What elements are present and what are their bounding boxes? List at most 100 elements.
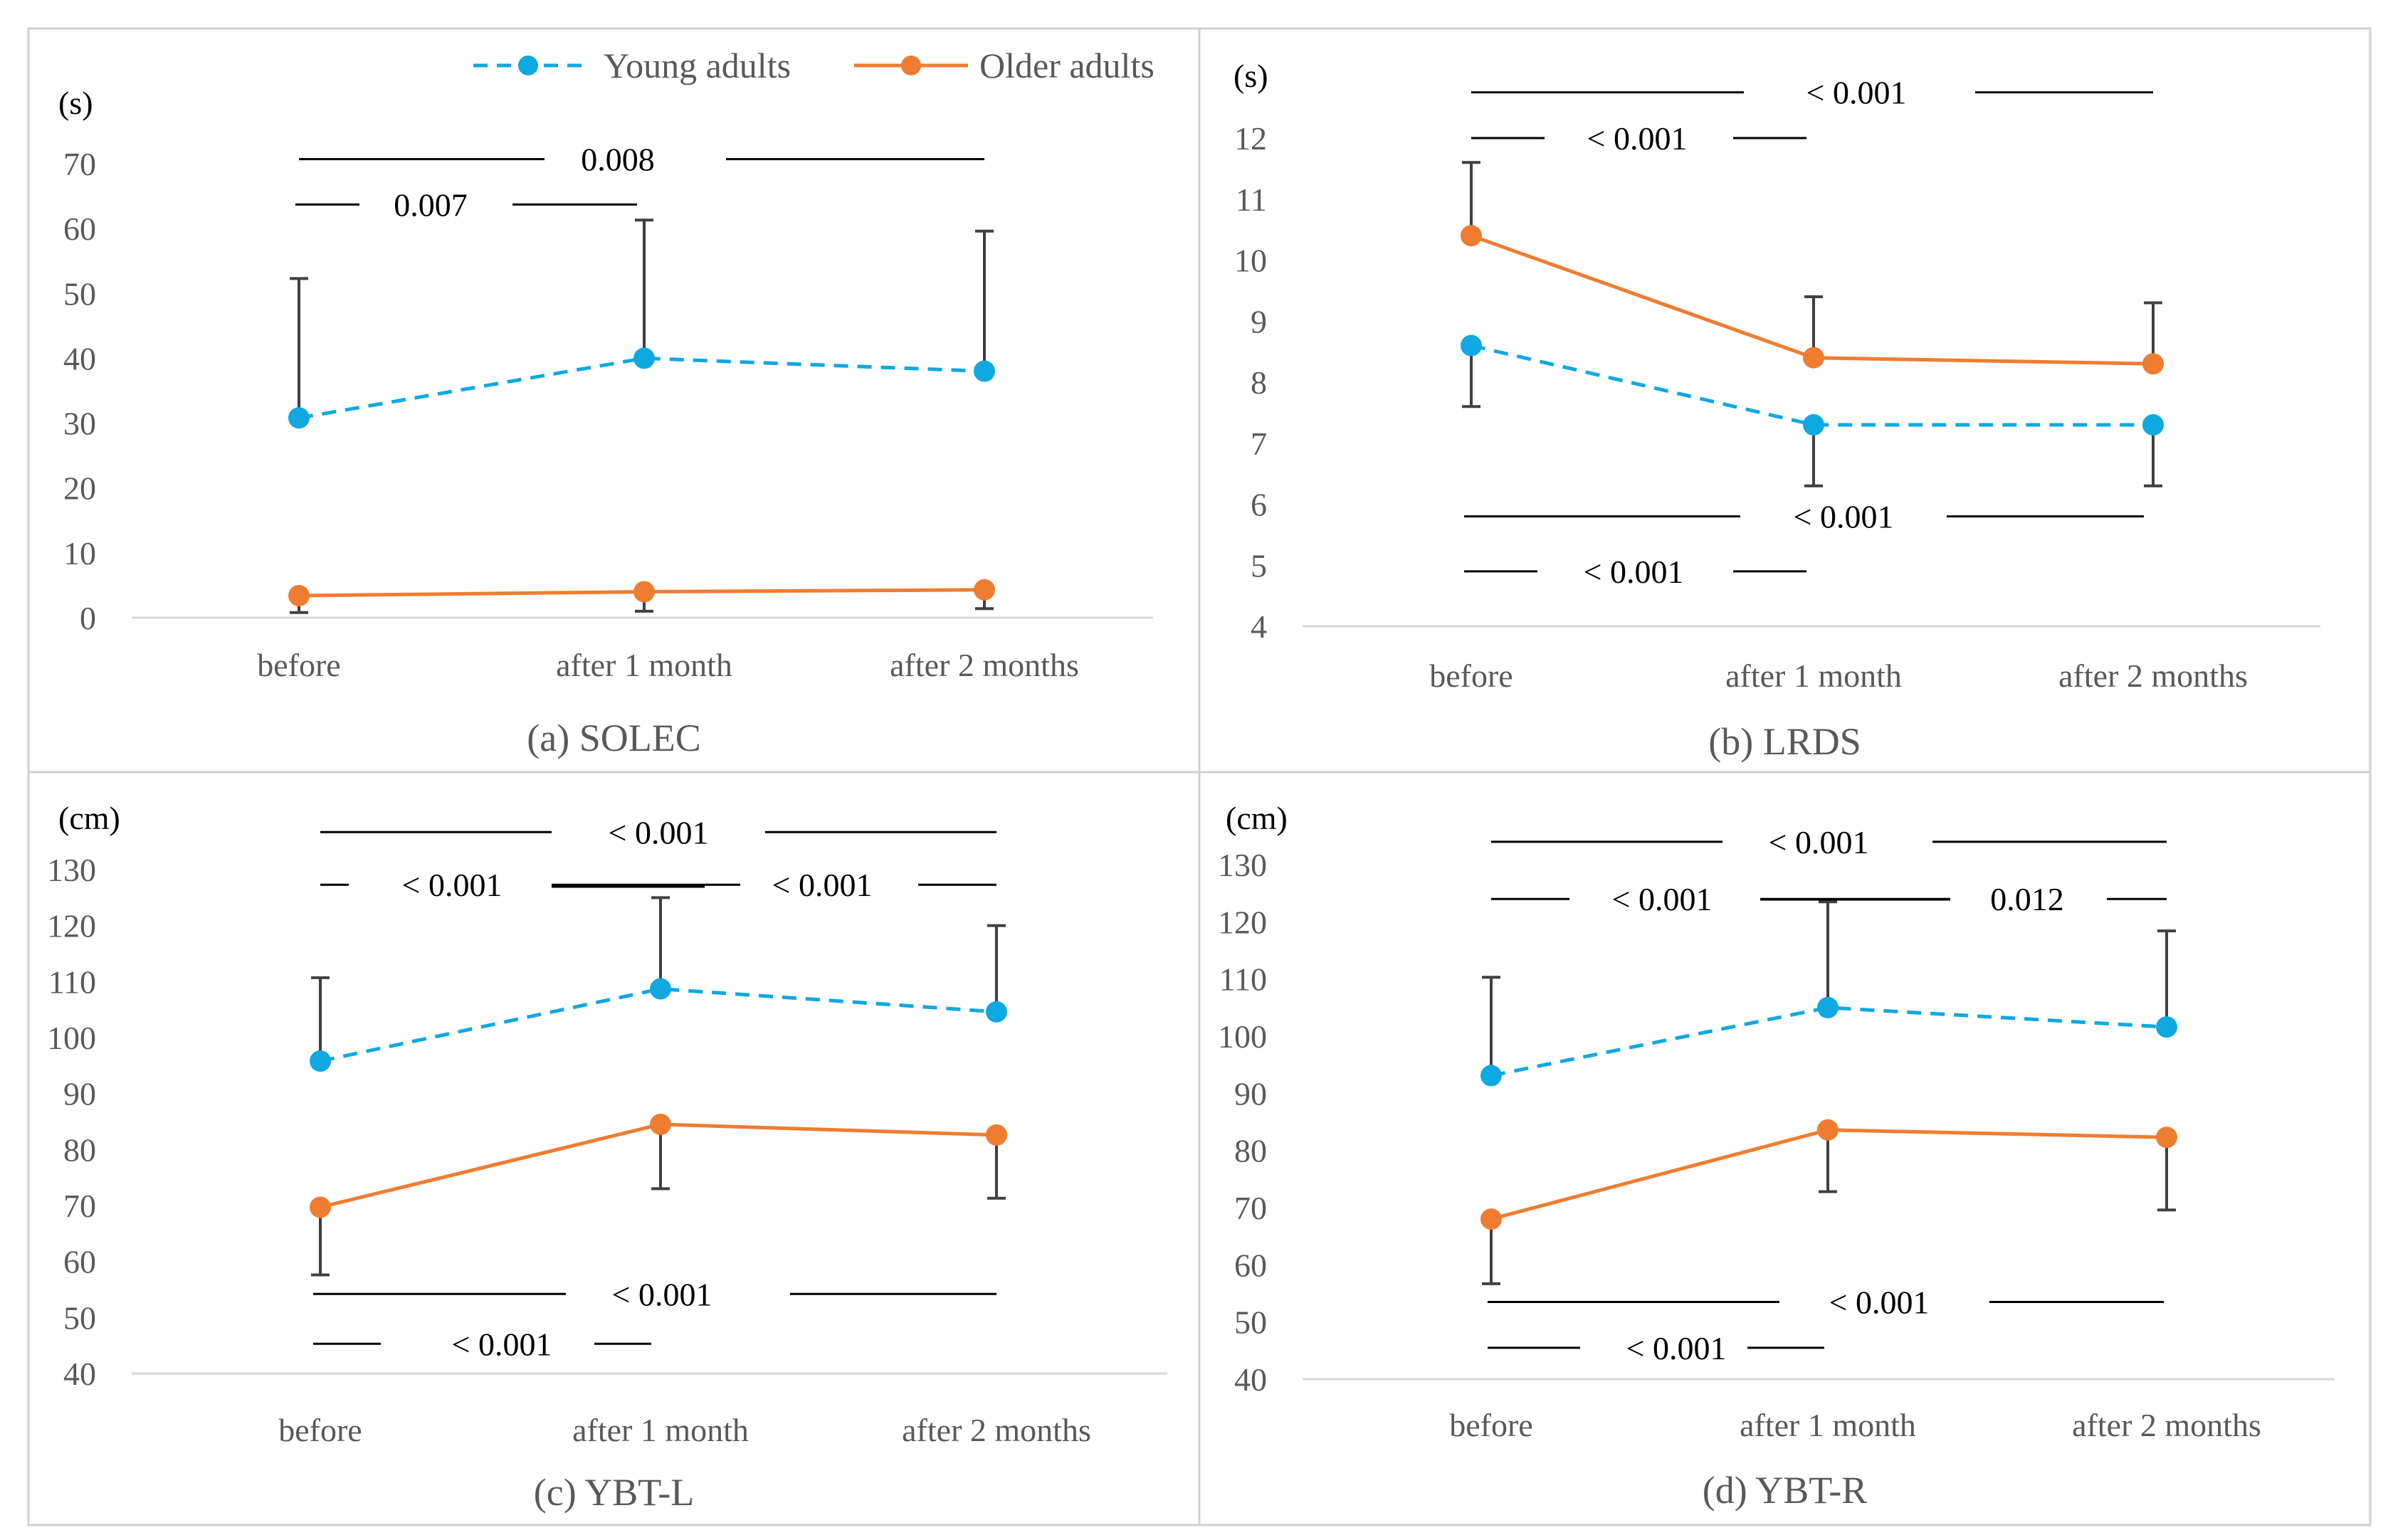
y-tick-label: 70 — [63, 146, 96, 182]
p-value-label: < 0.001 — [609, 814, 709, 850]
panel-border — [1198, 771, 2372, 1526]
x-tick-label: after 2 months — [902, 1412, 1091, 1448]
young-adults-point — [310, 1050, 331, 1072]
young-adults-line — [1490, 1006, 2167, 1077]
p-value-label: < 0.001 — [1769, 824, 1869, 860]
older-adults-point — [310, 1196, 331, 1218]
y-unit-label: (s) — [1234, 58, 1268, 94]
y-tick-label: 10 — [63, 535, 96, 571]
x-tick-label: after 1 month — [572, 1412, 749, 1448]
young-adults-point — [650, 978, 671, 1000]
young-adults-line — [1471, 344, 2153, 427]
y-tick-label: 4 — [1251, 608, 1267, 645]
panel-b: (s) 4 5 6 7 8 9 10 11 12 before after 1 month after … — [1198, 27, 2372, 774]
p-value-label: < 0.001 — [1829, 1285, 1930, 1321]
x-tick-label: after 1 month — [1740, 1407, 1916, 1443]
young-adults-line — [298, 356, 985, 420]
y-tick-label: 80 — [63, 1132, 96, 1168]
y-tick-label: 110 — [48, 964, 96, 1000]
y-tick-label: 60 — [1234, 1247, 1267, 1283]
young-adults-point — [2156, 1016, 2177, 1038]
y-tick-label: 70 — [1234, 1190, 1267, 1226]
panel-caption: (c) YBT-L — [534, 1471, 694, 1514]
y-tick-label: 11 — [1236, 181, 1267, 218]
legend-older-label: Older adults — [979, 46, 1154, 85]
p-value-label: < 0.001 — [402, 867, 503, 903]
x-tick-label: after 1 month — [556, 647, 732, 683]
older-adults-point — [1817, 1119, 1839, 1141]
y-tick-label: 30 — [63, 406, 96, 442]
y-unit-label: (cm) — [58, 800, 120, 836]
x-tick-label: after 2 months — [2058, 658, 2248, 694]
y-unit-label: (s) — [58, 85, 93, 121]
p-value-label: < 0.001 — [452, 1326, 552, 1362]
older-adults-line — [320, 1122, 997, 1209]
x-tick-label: after 2 months — [890, 647, 1079, 683]
older-adults-point — [650, 1113, 671, 1135]
legend-older-marker — [901, 56, 921, 75]
panel-d: (cm) 40 50 60 70 80 90 100 110 120 130 before after … — [1198, 771, 2372, 1526]
y-tick-label: 90 — [1234, 1075, 1267, 1112]
young-adults-point — [288, 407, 310, 429]
y-tick-label: 60 — [63, 211, 96, 247]
older-adults-point — [1461, 225, 1482, 247]
older-adults-point — [633, 581, 655, 603]
y-tick-label: 120 — [1218, 904, 1267, 940]
y-tick-label: 50 — [63, 1299, 96, 1336]
x-tick-label: before — [257, 647, 340, 683]
older-adults-point — [1480, 1208, 1502, 1230]
young-adults-point — [1803, 414, 1824, 436]
y-tick-label: 100 — [1218, 1018, 1267, 1055]
y-tick-label: 130 — [47, 852, 96, 888]
older-adults-point — [1803, 347, 1824, 369]
x-tick-label: before — [1429, 658, 1513, 694]
young-adults-point — [2142, 414, 2164, 436]
p-value-label: 0.008 — [581, 142, 655, 178]
x-tick-label: after 1 month — [1725, 658, 1902, 694]
y-tick-label: 60 — [63, 1244, 96, 1280]
young-adults-point — [986, 1001, 1007, 1023]
p-value-label: 0.012 — [1990, 881, 2064, 917]
p-value-label: 0.007 — [394, 186, 468, 223]
panel-caption: (a) SOLEC — [527, 717, 700, 759]
older-adults-point — [2156, 1127, 2177, 1149]
p-value-label: < 0.001 — [612, 1276, 712, 1312]
y-tick-label: 10 — [1234, 243, 1267, 279]
legend-young-marker — [518, 56, 538, 75]
older-adults-point — [2142, 353, 2164, 375]
panel-caption: (d) YBT-R — [1703, 1469, 1868, 1512]
y-tick-label: 130 — [1218, 847, 1267, 883]
panel-c: (cm) 40 50 60 70 80 90 100 110 120 130 before after … — [27, 771, 1201, 1526]
young-adults-point — [1480, 1065, 1502, 1087]
older-adults-point — [974, 579, 995, 601]
p-value-label: < 0.001 — [1806, 75, 1907, 111]
y-tick-label: 90 — [63, 1076, 96, 1112]
p-value-label: < 0.001 — [772, 867, 873, 903]
y-tick-label: 7 — [1251, 426, 1267, 462]
x-tick-label: before — [278, 1412, 362, 1448]
y-tick-label: 40 — [63, 340, 96, 376]
p-value-label: < 0.001 — [1587, 120, 1688, 157]
x-tick-label: before — [1449, 1407, 1532, 1443]
y-tick-label: 12 — [1234, 120, 1267, 157]
y-tick-label: 8 — [1251, 364, 1267, 401]
y-tick-label: 110 — [1219, 961, 1267, 998]
y-tick-label: 100 — [47, 1020, 96, 1056]
young-adults-line — [320, 987, 997, 1063]
p-value-label: < 0.001 — [1626, 1330, 1727, 1366]
panel-caption: (b) LRDS — [1708, 720, 1861, 763]
y-tick-label: 0 — [80, 600, 96, 636]
y-tick-label: 6 — [1251, 487, 1267, 523]
legend-young-label: Young adults — [604, 46, 791, 85]
p-value-label: < 0.001 — [1612, 881, 1713, 917]
y-unit-label: (cm) — [1226, 800, 1288, 836]
y-tick-label: 9 — [1251, 303, 1267, 339]
y-tick-label: 50 — [1234, 1304, 1267, 1341]
y-tick-label: 120 — [47, 908, 96, 944]
young-adults-point — [633, 347, 655, 369]
young-adults-point — [1461, 334, 1482, 357]
y-tick-label: 20 — [63, 470, 96, 507]
p-value-label: < 0.001 — [1584, 554, 1684, 590]
y-tick-label: 70 — [63, 1188, 96, 1224]
